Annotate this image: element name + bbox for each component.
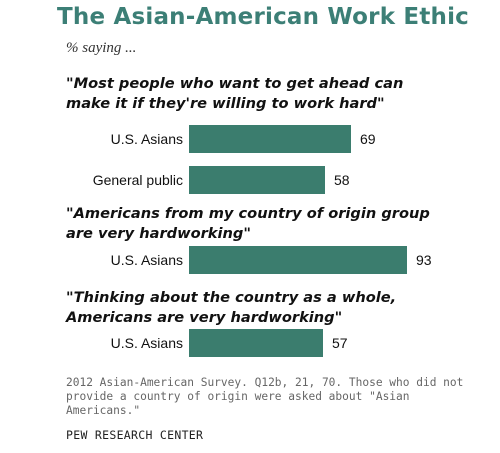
question-line: "Most people who want to get ahead can [66,75,404,92]
row-label: General public [92,172,183,188]
question-text: "Thinking about the country as a whole, A… [66,288,396,328]
value-label: 58 [334,172,350,188]
chart-subtitle: % saying ... [66,40,137,56]
question-line: Americans are very hardworking" [66,309,343,326]
bar [189,246,407,274]
question-text: "Americans from my country of origin gro… [66,204,430,244]
question-line: are very hardworking" [66,225,251,242]
bar [189,125,351,153]
question-line: "Americans from my country of origin gro… [66,205,430,222]
bar [189,166,325,194]
question-line: "Thinking about the country as a whole, [66,289,397,306]
source-credit: PEW RESEARCH CENTER [66,428,204,442]
row-label: U.S. Asians [110,335,183,351]
question-line: make it if they're willing to work hard" [66,95,385,112]
bar [189,329,323,357]
value-label: 57 [332,335,348,351]
row-label: U.S. Asians [110,252,183,268]
value-label: 93 [416,252,432,268]
chart-title: The Asian-American Work Ethic [57,4,470,30]
question-text: "Most people who want to get ahead can ma… [66,74,403,114]
value-label: 69 [360,131,376,147]
chart-note: 2012 Asian-American Survey. Q12b, 21, 70… [66,376,464,417]
row-label: U.S. Asians [110,131,183,147]
